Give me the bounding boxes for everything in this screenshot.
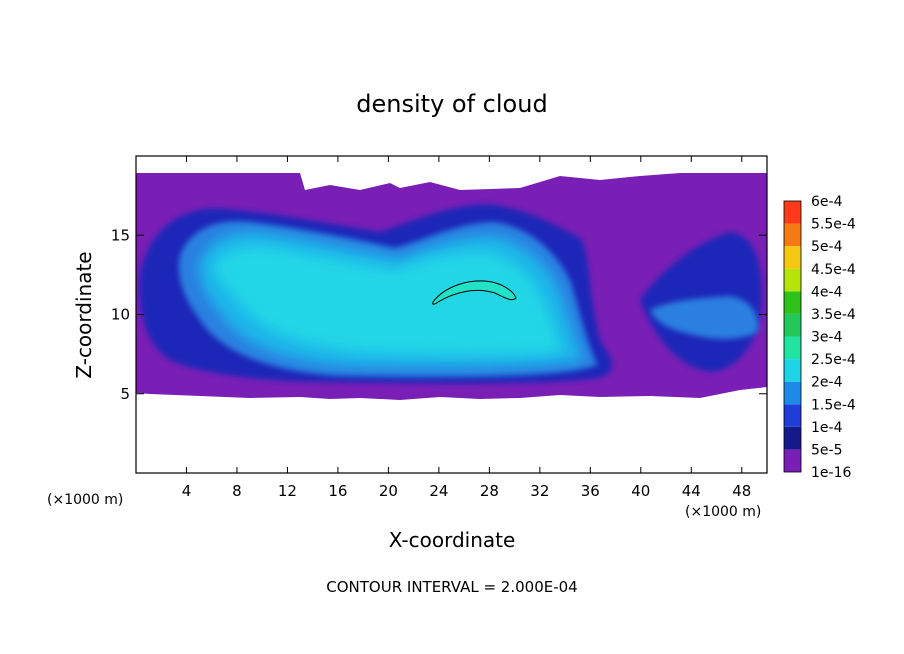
x-tick-label: 44 (682, 482, 701, 500)
colorbar-swatch (784, 313, 801, 337)
colorbar-swatch (784, 336, 801, 360)
colorbar-swatch (784, 223, 801, 247)
colorbar-label: 5e-4 (811, 239, 843, 255)
colorbar-label: 1e-16 (811, 465, 851, 481)
x-tick-label: 4 (182, 482, 192, 500)
colorbar: 1e-16 5e-5 1e-4 1.5e-4 2e-4 2.5e-4 3e-4 3.5e-4 4… (783, 194, 856, 481)
colorbar-label: 3.5e-4 (811, 307, 856, 323)
x-unit-left: (×1000 m) (47, 492, 123, 508)
y-axis-label: Z-coordinate (72, 251, 96, 378)
colorbar-swatch (784, 268, 801, 292)
colorbar-label: 1e-4 (811, 420, 843, 436)
y-tick-label: 15 (111, 226, 130, 244)
colorbar-label: 4.5e-4 (811, 262, 856, 278)
colorbar-label: 5.5e-4 (811, 217, 856, 233)
y-axis: 5 10 15 (111, 226, 767, 403)
heatmap-field (136, 173, 767, 400)
colorbar-label: 4e-4 (811, 284, 843, 300)
x-tick-label: 8 (232, 482, 242, 500)
y-tick-label: 5 (120, 385, 130, 403)
contour-2e-4 (432, 280, 517, 305)
x-tick-label: 20 (379, 482, 398, 500)
colorbar-swatch (784, 359, 801, 382)
x-axis: 4 8 12 16 20 24 28 32 36 40 44 48 (182, 156, 751, 500)
contour-interval: CONTOUR INTERVAL = 2.000E-04 (326, 578, 577, 596)
cloud-level-1e-4-right (650, 296, 759, 339)
colorbar-label: 6e-4 (811, 194, 843, 210)
colorbar-swatch (784, 246, 801, 269)
colorbar-label: 2e-4 (811, 375, 843, 391)
x-tick-label: 36 (581, 482, 600, 500)
colorbar-label: 5e-5 (811, 442, 842, 458)
chart-title: density of cloud (356, 90, 547, 118)
colorbar-label: 3e-4 (811, 330, 843, 346)
x-tick-label: 40 (631, 482, 650, 500)
colorbar-swatch (784, 201, 801, 224)
x-tick-label: 48 (732, 482, 751, 500)
colorbar-swatch (784, 404, 801, 427)
x-unit-right: (×1000 m) (685, 504, 761, 520)
x-tick-label: 28 (480, 482, 499, 500)
cloud-level-2e-4 (214, 246, 563, 355)
colorbar-label: 2.5e-4 (811, 352, 856, 368)
colorbar-swatch (784, 426, 801, 450)
x-tick-label: 12 (278, 482, 297, 500)
x-axis-label: X-coordinate (389, 528, 516, 552)
colorbar-swatch (784, 449, 801, 472)
colorbar-swatch (784, 381, 801, 405)
x-tick-label: 16 (328, 482, 347, 500)
colorbar-label: 1.5e-4 (811, 397, 856, 413)
colorbar-swatch (784, 291, 801, 314)
x-tick-label: 32 (530, 482, 549, 500)
y-tick-label: 10 (111, 306, 130, 324)
colorbar-frame (783, 200, 802, 473)
x-tick-label: 24 (429, 482, 448, 500)
